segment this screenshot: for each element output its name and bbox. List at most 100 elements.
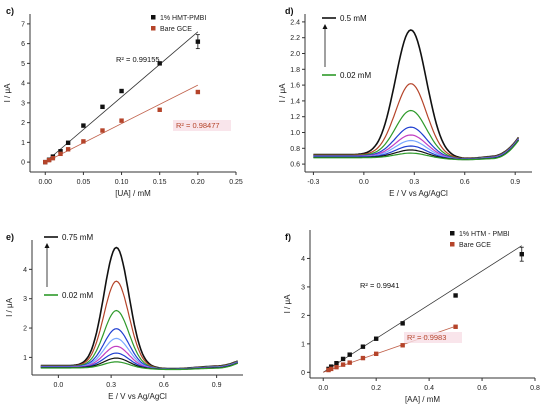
y-tick-label: 4 [21,81,25,88]
x-tick-label: 0.0 [318,385,328,392]
x-tick-label: 0.4 [424,385,434,392]
data-point [400,343,405,348]
voltammogram-curve [40,361,238,371]
data-point [373,351,379,357]
y-tick-label: 6 [21,41,25,48]
x-tick-label: 0.6 [477,385,487,392]
voltammogram-curve [313,140,519,161]
y-tick-label: 7 [21,21,25,28]
x-tick-label: 0.0 [54,382,64,389]
data-point [360,355,366,361]
r-squared-label: R² = 0.9983 [407,333,446,342]
x-tick-label: 0.2 [371,385,381,392]
x-tick-label: 0.9 [212,382,222,389]
data-point [58,149,63,154]
voltammogram-curve [313,109,519,160]
legend-label: Bare GCE [459,242,491,249]
data-point [328,364,334,369]
y-tick-label: 2 [21,120,25,127]
legend-marker [450,231,455,236]
data-point [58,151,63,157]
y-tick-label: 4 [23,267,27,274]
data-point [81,139,86,144]
y-tick-label: 2.4 [290,19,300,26]
data-point [340,356,346,362]
y-axis-label: I / μA [278,83,287,103]
x-tick-label: 0.05 [77,179,91,186]
arrow-head [44,243,50,248]
y-tick-label: 0.6 [290,162,300,169]
y-tick-label: 1 [21,140,25,147]
annotation-top: 0.75 mM [62,233,93,242]
r-squared-label: R² = 0.9941 [360,281,399,290]
x-tick-label: 0.20 [191,179,205,186]
annotation-highlight [173,120,231,131]
fit-line [323,245,522,373]
x-tick-label: 0.6 [460,179,470,186]
legend-marker [151,26,156,31]
series-1: R² = 0.9941 [323,245,524,373]
y-tick-label: 0 [301,370,305,377]
data-point [46,157,52,163]
legend-marker [450,242,455,247]
data-point [326,367,331,373]
y-tick-label: 5 [21,61,25,68]
data-point [340,362,346,367]
panel-f: 0.0 0.2 0.4 0.6 0.8 0 1 2 3 4 [AA] / mM I / μA f) R² … [283,230,540,404]
data-point [400,321,405,326]
data-point [360,344,366,349]
data-point [334,361,339,366]
concentration-annotation: 0.75 mM 0.02 mM [44,233,93,300]
y-tick-label: 4 [301,256,305,263]
x-tick-label: 0.15 [153,179,167,186]
data-point [157,61,162,66]
y-tick-label: 1.4 [290,98,300,105]
x-tick-label: 0.9 [510,179,520,186]
y-tick-label: 3 [21,100,25,107]
y-tick-label: 1.0 [290,130,300,137]
data-point [81,123,86,128]
legend-label: Bare GCE [160,26,192,33]
data-point [50,155,56,161]
x-tick-label: -0.3 [307,179,319,186]
data-point [119,118,124,123]
legend-marker [151,15,156,20]
panel-d: -0.3 0.0 0.3 0.6 0.9 0.6 0.8 1.0 1.2 1.4 1.6 1.8 2.0… [278,6,532,198]
x-axis-label: [UA] / mM [115,189,151,198]
data-point [100,128,105,133]
y-tick-label: 2.2 [290,35,300,42]
y-tick-label: 2 [301,313,305,320]
panel-label: e) [6,232,14,242]
data-point [195,89,201,95]
x-tick-label: 0.00 [38,179,52,186]
data-point [347,352,352,357]
series-2: R² = 0.98477 [43,84,231,165]
x-tick-label: 0.0 [359,179,369,186]
x-axis-label: E / V vs Ag/AgCl [108,392,167,401]
panel-label: c) [6,6,14,16]
data-point [43,159,48,165]
legend: 1% HMT-PMBI Bare GCE [151,15,206,33]
panel-e: 0.0 0.3 0.6 0.9 1 2 3 4 E / V vs Ag/AgCl I / μA e)… [5,232,243,401]
legend: 1% HTM - PMBI Bare GCE [450,231,510,249]
y-axis-label: I / μA [3,83,12,103]
data-point [453,293,458,298]
x-tick-label: 0.8 [530,385,540,392]
x-tick-label: 0.3 [409,179,419,186]
data-point [347,360,352,365]
series-1: R² = 0.99155 [43,31,201,165]
y-tick-label: 3 [23,296,27,303]
x-tick-label: 0.3 [106,382,116,389]
x-tick-label: 0.6 [159,382,169,389]
y-tick-label: 1.6 [290,83,300,90]
annotation-top: 0.5 mM [340,14,367,23]
y-tick-label: 1 [23,355,27,362]
data-point [334,364,339,370]
y-tick-label: 1 [301,341,305,348]
annotation-bottom: 0.02 mM [62,291,93,300]
y-tick-label: 1.8 [290,67,300,74]
y-tick-label: 3 [301,284,305,291]
x-axis-label: E / V vs Ag/AgCl [389,189,448,198]
panel-c: 0.00 0.05 0.10 0.15 0.20 0.25 0 1 2 3 4 5 6 7 [UA] / m… [3,6,243,198]
